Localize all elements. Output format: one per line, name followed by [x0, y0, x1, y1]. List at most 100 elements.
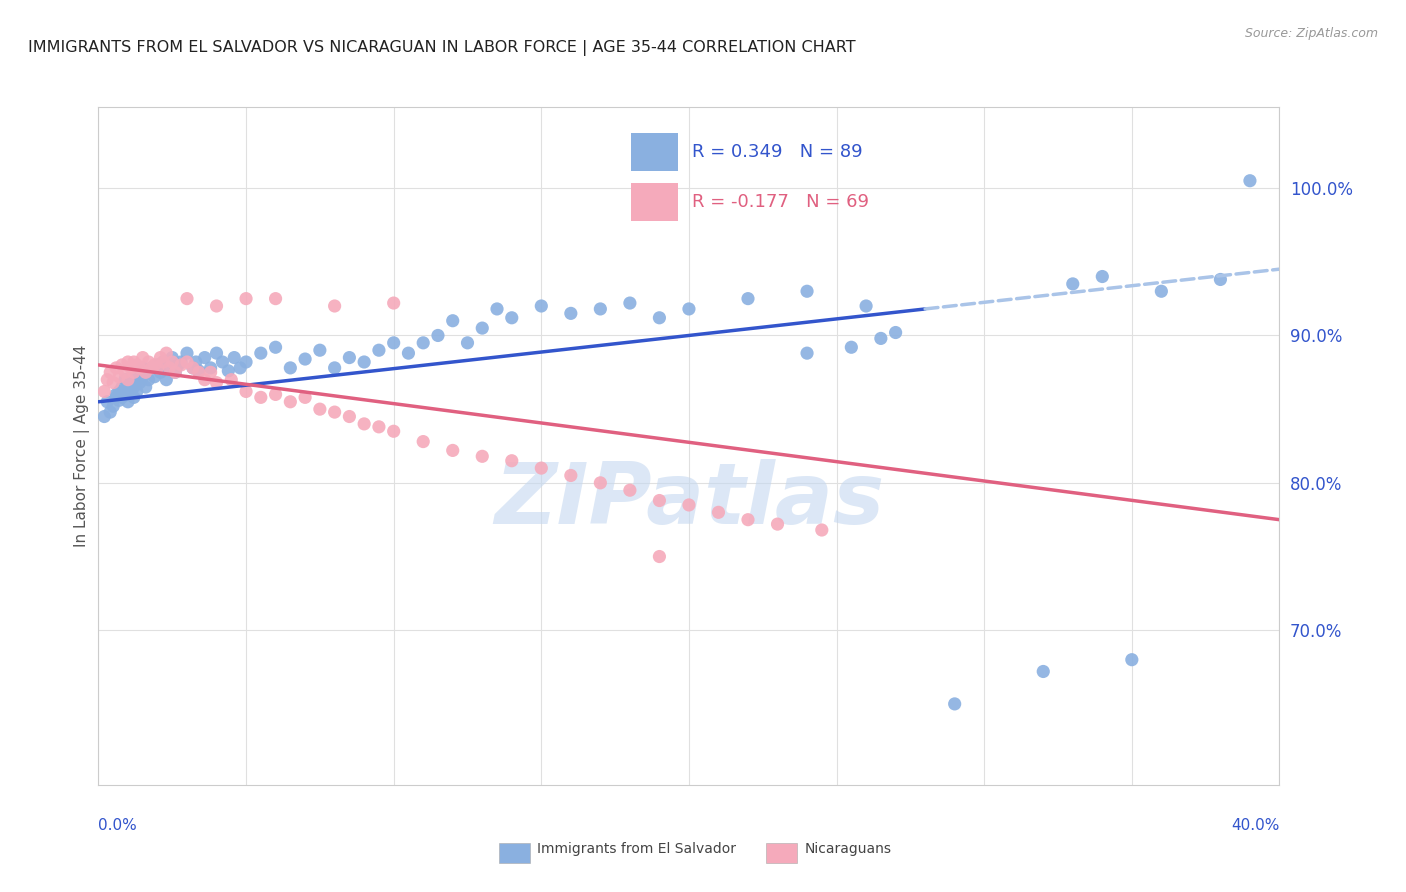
Point	[943, 697, 966, 711]
Point	[111, 390, 134, 404]
Point	[224, 351, 246, 365]
Point	[125, 384, 148, 399]
Point	[155, 373, 177, 387]
Point	[125, 373, 148, 387]
Point	[368, 420, 391, 434]
Point	[294, 352, 316, 367]
Point	[103, 399, 125, 413]
Point	[132, 360, 155, 375]
Point	[152, 355, 174, 369]
Point	[200, 365, 222, 379]
Point	[619, 483, 641, 498]
Point	[457, 335, 479, 350]
Point	[165, 365, 187, 379]
Point	[678, 498, 700, 512]
Point	[128, 365, 150, 379]
Point	[766, 517, 789, 532]
Point	[796, 285, 818, 299]
Point	[117, 394, 139, 409]
Point	[128, 360, 150, 375]
Point	[122, 365, 145, 379]
Point	[530, 299, 553, 313]
Point	[117, 373, 139, 387]
Point	[105, 360, 128, 375]
Point	[146, 360, 169, 375]
Point	[339, 409, 361, 424]
Point	[149, 365, 172, 379]
Point	[250, 346, 273, 360]
Point	[486, 301, 509, 316]
Point	[93, 409, 115, 424]
Point	[120, 373, 142, 387]
Point	[194, 351, 217, 365]
Point	[187, 364, 209, 378]
Point	[128, 376, 150, 390]
Point	[221, 373, 243, 387]
Point	[235, 292, 257, 306]
Point	[162, 355, 183, 369]
Point	[111, 380, 134, 394]
Point	[122, 390, 145, 404]
Text: Source: ZipAtlas.com: Source: ZipAtlas.com	[1244, 27, 1378, 40]
Point	[1150, 285, 1173, 299]
Point	[707, 505, 730, 519]
Point	[412, 335, 434, 350]
Point	[165, 365, 187, 379]
Point	[155, 346, 177, 360]
Point	[132, 351, 155, 365]
Point	[441, 314, 464, 328]
Point	[149, 351, 172, 365]
Point	[264, 340, 287, 354]
Point	[132, 369, 155, 384]
Point	[280, 394, 302, 409]
Point	[105, 390, 128, 404]
Point	[471, 450, 494, 464]
Point	[205, 376, 228, 390]
Point	[205, 346, 228, 360]
Point	[280, 360, 302, 375]
Point	[170, 355, 193, 369]
Point	[181, 360, 204, 375]
Point	[114, 365, 136, 379]
Point	[141, 360, 163, 375]
Point	[678, 301, 700, 316]
Point	[309, 343, 332, 358]
Point	[167, 358, 190, 372]
Point	[1121, 653, 1143, 667]
Point	[339, 351, 361, 365]
Point	[382, 296, 405, 310]
Y-axis label: In Labor Force | Age 35-44: In Labor Force | Age 35-44	[75, 345, 90, 547]
Point	[141, 360, 163, 375]
Point	[323, 299, 346, 313]
Point	[309, 402, 332, 417]
Point	[114, 384, 136, 399]
Point	[398, 346, 420, 360]
Point	[382, 424, 405, 438]
Point	[103, 376, 125, 390]
Point	[96, 373, 118, 387]
Point	[205, 299, 228, 313]
Point	[157, 360, 180, 375]
Point	[152, 355, 174, 369]
Point	[108, 369, 131, 384]
Point	[235, 355, 257, 369]
Point	[1239, 174, 1261, 188]
Point	[1091, 269, 1114, 284]
Point	[1209, 272, 1232, 286]
Point	[264, 387, 287, 401]
Point	[125, 358, 148, 372]
Text: Immigrants from El Salvador: Immigrants from El Salvador	[537, 842, 737, 856]
Point	[143, 358, 166, 372]
Point	[184, 355, 207, 369]
Point	[114, 373, 136, 387]
Point	[323, 405, 346, 419]
Point	[353, 355, 375, 369]
Point	[589, 475, 612, 490]
Text: Nicaraguans: Nicaraguans	[804, 842, 891, 856]
Point	[250, 390, 273, 404]
Text: IMMIGRANTS FROM EL SALVADOR VS NICARAGUAN IN LABOR FORCE | AGE 35-44 CORRELATION: IMMIGRANTS FROM EL SALVADOR VS NICARAGUA…	[28, 40, 856, 56]
Point	[501, 310, 523, 325]
Point	[229, 360, 252, 375]
Point	[530, 461, 553, 475]
Point	[217, 364, 239, 378]
